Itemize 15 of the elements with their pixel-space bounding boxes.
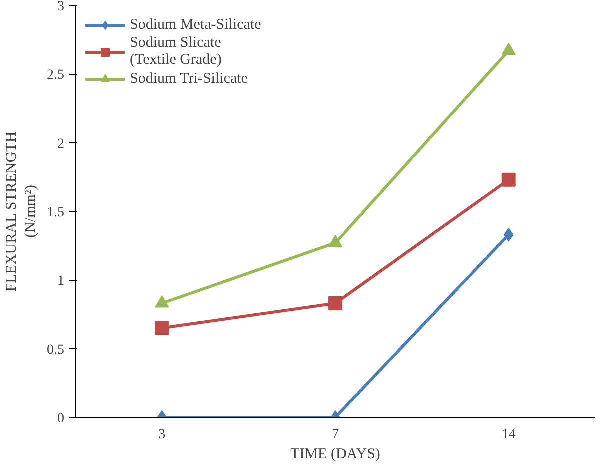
legend-label: Sodium Slicate (Textile Grade) [130, 35, 222, 69]
y-tick-label: 0 [58, 412, 64, 426]
x-tick-label: 14 [502, 428, 516, 442]
y-tick-label: 1.5 [47, 206, 64, 220]
y-axis-title: FLEXURAL STRENGTH (N/mm²) [4, 132, 39, 292]
y-tick-label: 1 [58, 274, 64, 290]
y-tick-label: 0.5 [47, 342, 64, 358]
x-tick-label: 3 [158, 428, 166, 442]
x-axis-title: TIME (DAYS) [290, 446, 380, 462]
x-tick-label: 7 [332, 428, 339, 442]
y-tick-label: 3 [58, 0, 64, 14]
legend-label: Sodium Meta-Silicate [130, 16, 262, 34]
y-tick-label: 2 [58, 136, 64, 152]
y-tick-label: 2.5 [47, 68, 64, 84]
legend-label: Sodium Tri-Silicate [130, 70, 248, 88]
